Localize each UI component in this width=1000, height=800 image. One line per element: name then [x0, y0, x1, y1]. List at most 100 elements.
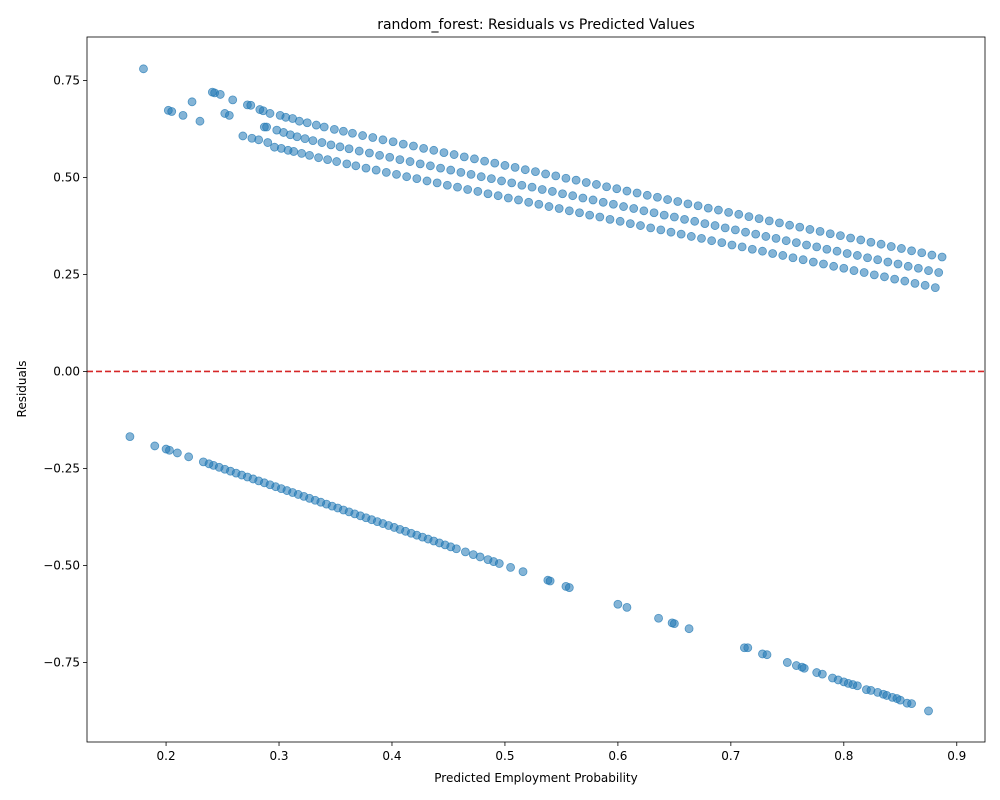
scatter-point [475, 552, 485, 562]
scatter-point [743, 643, 753, 653]
scatter-point [612, 184, 622, 194]
scatter-point [358, 131, 368, 140]
scatter-point [527, 182, 537, 192]
scatter-point [476, 172, 486, 182]
scatter-point [167, 107, 177, 116]
scatter-point [351, 161, 361, 171]
scatter-point [395, 155, 405, 165]
scatter-point [531, 167, 540, 177]
scatter-point [653, 192, 662, 202]
scatter-point [375, 150, 384, 160]
y-tick-label: 0.25 [53, 267, 80, 281]
scatter-point [836, 231, 845, 241]
scatter-point [564, 206, 574, 216]
scatter-point [619, 202, 628, 211]
scatter-point [852, 681, 862, 691]
scatter-point [846, 233, 855, 243]
scatter-point [622, 186, 632, 196]
scatter-point [700, 219, 710, 229]
scatter-point [927, 250, 937, 260]
scatter-point [639, 206, 649, 216]
scatter-point [937, 252, 947, 262]
scatter-point [680, 214, 689, 224]
scatter-point [486, 174, 496, 184]
scatter-point [856, 235, 866, 245]
scatter-point [314, 153, 323, 163]
scatter-point [215, 90, 225, 99]
scatter-points [125, 64, 947, 716]
scatter-point [825, 229, 835, 239]
scatter-point [187, 97, 197, 107]
scatter-point [514, 195, 523, 205]
scatter-point [246, 100, 256, 110]
scatter-point [758, 246, 767, 256]
scatter-point [771, 233, 781, 243]
scatter-point [724, 207, 733, 217]
scatter-point [676, 229, 686, 239]
scatter-point [581, 178, 591, 187]
scatter-point [265, 109, 275, 118]
scatter-point [510, 162, 520, 172]
scatter-point [483, 189, 493, 199]
scatter-point [432, 178, 442, 188]
scatter-point [442, 180, 452, 190]
scatter-point [859, 268, 869, 277]
scatter-point [751, 229, 761, 239]
scatter-point [125, 432, 135, 442]
scatter-point [534, 199, 544, 209]
scatter-point [302, 118, 312, 128]
scatter-point [165, 445, 174, 455]
scatter-point [703, 203, 713, 213]
scatter-point [497, 176, 506, 186]
scatter-point [150, 441, 160, 451]
scatter-point [734, 209, 744, 219]
scatter-point [342, 159, 352, 169]
scatter-point [730, 225, 740, 235]
x-tick-label: 0.7 [721, 749, 740, 763]
scatter-point [690, 216, 700, 226]
scatter-point [348, 128, 357, 138]
scatter-point [326, 140, 336, 150]
y-tick-label: −0.50 [43, 558, 80, 572]
scatter-point [517, 180, 527, 190]
scatter-point [422, 176, 432, 186]
scatter-point [554, 204, 564, 213]
scatter-point [449, 150, 459, 159]
scatter-point [518, 567, 528, 577]
scatter-point [493, 191, 503, 201]
scatter-point [747, 244, 757, 254]
x-tick-label: 0.3 [269, 749, 288, 763]
scatter-point [710, 221, 720, 230]
scatter-point [308, 136, 318, 146]
scatter-point [578, 193, 588, 203]
scatter-point [799, 663, 809, 673]
scatter-point [754, 214, 764, 223]
x-axis-ticks: 0.2 0.3 0.4 0.5 0.6 0.7 0.8 0.9 [157, 742, 966, 763]
scatter-point [405, 157, 415, 166]
scatter-point [622, 602, 632, 612]
scatter-point [782, 658, 792, 667]
scatter-point [300, 134, 310, 144]
scatter-point [453, 182, 462, 192]
scatter-point [561, 173, 571, 183]
scatter-point [545, 576, 555, 586]
scatter-point [849, 266, 859, 275]
scatter-point [890, 274, 900, 284]
scatter-point [262, 122, 272, 132]
scatter-point [663, 195, 672, 204]
scatter-point [466, 169, 476, 179]
scatter-point [364, 148, 374, 158]
scatter-point [629, 204, 639, 213]
scatter-point [686, 232, 696, 241]
scatter-point [741, 227, 750, 237]
scatter-point [332, 157, 342, 166]
y-tick-label: 0.75 [53, 73, 80, 87]
scatter-point [335, 142, 345, 152]
scatter-point [605, 214, 615, 224]
scatter-point [683, 199, 693, 209]
scatter-point [503, 193, 513, 203]
scatter-point [592, 180, 601, 189]
scatter-point [506, 563, 515, 572]
scatter-point [764, 216, 774, 226]
scatter-point [292, 132, 302, 142]
